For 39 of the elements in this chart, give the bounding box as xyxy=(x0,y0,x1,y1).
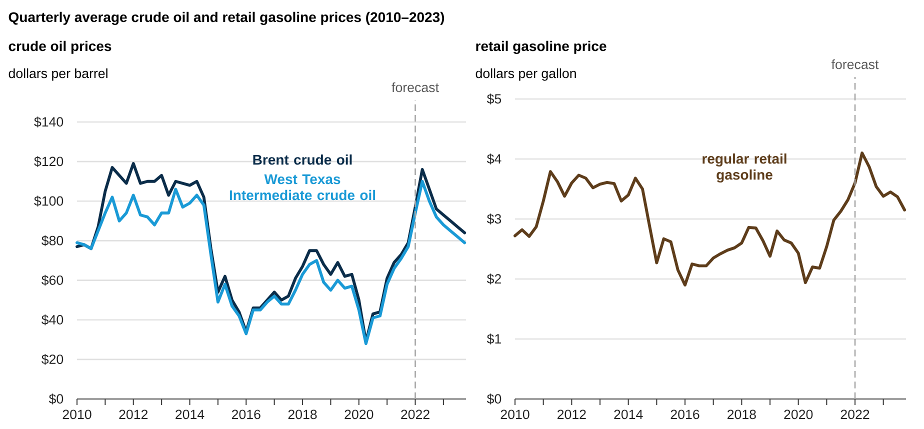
x-tick-label: 2014 xyxy=(614,410,643,420)
y-tick-label: $3 xyxy=(486,214,502,224)
y-tick-label: $60 xyxy=(42,274,64,286)
y-tick-label: $0 xyxy=(486,394,502,404)
y-axis-title: dollars per gallon xyxy=(476,68,576,81)
text: Brent crude oil xyxy=(253,154,352,165)
line-series xyxy=(514,152,906,286)
x-tick-label: 2016 xyxy=(670,410,700,420)
series-label: West Texas Intermediate crude oil xyxy=(230,174,376,200)
chart-title: retail gasoline price xyxy=(476,40,606,54)
y-tick-label: $1 xyxy=(486,334,501,344)
x-tick-label: 2020 xyxy=(784,410,813,420)
y-tick-label: $5 xyxy=(486,94,502,104)
text: regular retail gasoline xyxy=(702,153,786,183)
ref-line-label: forecast xyxy=(831,59,879,70)
x-tick-label: 2010 xyxy=(500,410,530,420)
x-tick-label: 2012 xyxy=(558,410,586,420)
y-tick-label: $140 xyxy=(34,116,64,128)
y-tick-label: $0 xyxy=(48,394,64,404)
x-tick-label: 2012 xyxy=(119,410,148,420)
ref-line-label: forecast xyxy=(392,82,439,92)
x-tick-label: 2018 xyxy=(728,410,756,420)
x-tick-label: 2010 xyxy=(62,410,92,420)
y-tick-label: $100 xyxy=(34,196,64,207)
chart-subtitle: crude oil prices xyxy=(8,40,112,54)
y-axis-title: dollars per barrel xyxy=(8,68,108,81)
y-tick-label: $80 xyxy=(42,235,64,246)
x-tick-label: 2020 xyxy=(344,410,374,420)
y-tick-label: $120 xyxy=(34,156,64,167)
y-tick-label: $20 xyxy=(42,354,64,365)
x-tick-label: 2022 xyxy=(401,410,430,420)
y-tick-label: $40 xyxy=(42,314,64,326)
x-tick-label: 2022 xyxy=(840,410,870,420)
x-tick-label: 2014 xyxy=(176,410,204,420)
x-tick-label: 2018 xyxy=(288,410,317,420)
y-tick-label: $2 xyxy=(486,274,501,284)
y-tick-label: $4 xyxy=(486,154,502,164)
chart-title: Quarterly average crude oil and retail gasoline prices (2010–2023) xyxy=(8,12,444,25)
x-tick-label: 2016 xyxy=(232,410,260,420)
